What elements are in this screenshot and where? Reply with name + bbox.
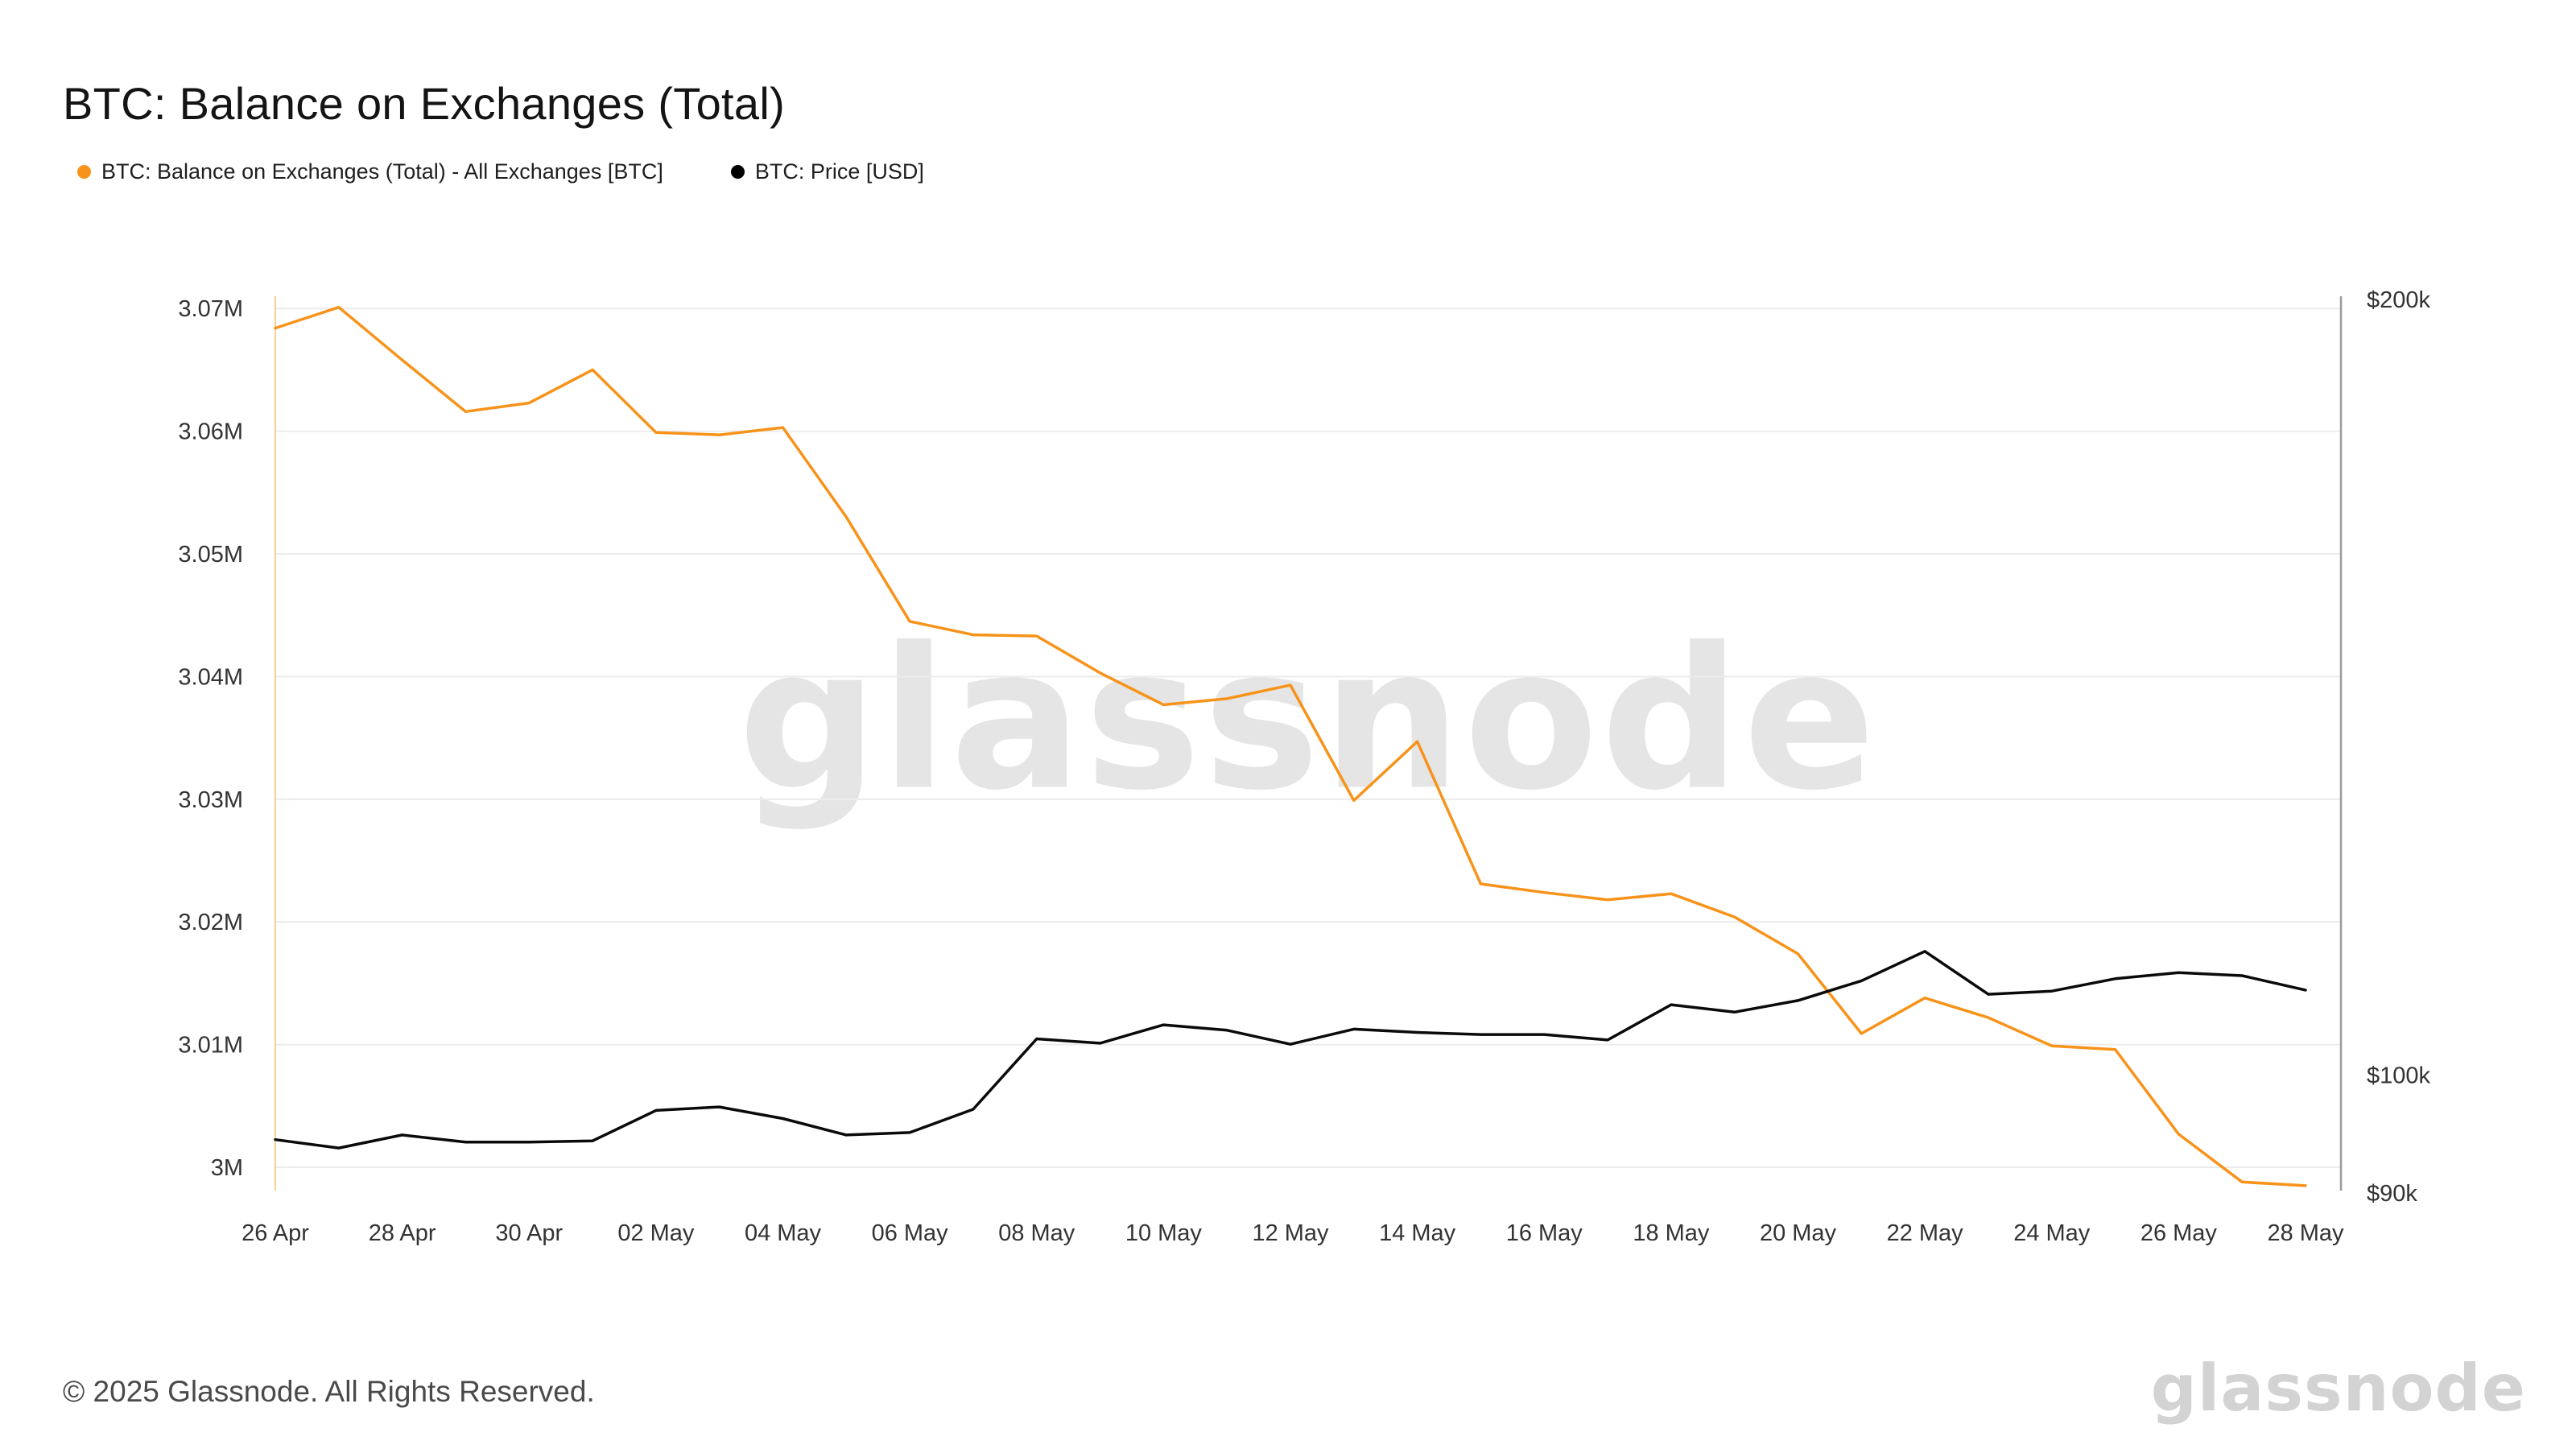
x-axis-tick-label: 14 May [1379,1220,1456,1246]
copyright-text: © 2025 Glassnode. All Rights Reserved. [63,1375,595,1408]
x-axis-tick-label: 26 Apr [242,1220,309,1246]
x-axis-tick-label: 08 May [998,1220,1075,1246]
legend: BTC: Balance on Exchanges (Total) - All … [77,159,924,184]
left-axis-tick-label: 3.02M [178,910,243,935]
x-axis-tick-label: 24 May [2013,1220,2091,1246]
x-axis-tick-label: 28 Apr [369,1220,436,1246]
x-axis-tick-label: 28 May [2267,1220,2344,1246]
left-axis-tick-label: 3M [211,1155,243,1181]
left-axis-tick-label: 3.01M [178,1033,243,1059]
balance-series-swatch [77,165,91,179]
right-axis-tick-label: $90k [2367,1181,2417,1207]
glassnode-logo: glassnode [2150,1351,2526,1426]
balance-series-line [274,305,2307,1187]
x-axis-tick-label: 02 May [617,1220,695,1246]
chart-title: BTC: Balance on Exchanges (Total) [63,77,786,129]
x-axis-tick-label: 26 May [2140,1220,2218,1246]
x-axis-tick-label: 04 May [745,1220,822,1246]
right-axis-tick-label: $100k [2367,1063,2431,1089]
left-axis-tick-label: 3.06M [178,419,243,445]
legend-item-price[interactable]: BTC: Price [USD] [730,159,924,184]
x-axis-tick-label: 30 Apr [495,1220,563,1246]
legend-label-balance: BTC: Balance on Exchanges (Total) - All … [101,159,663,184]
x-axis-tick-label: 22 May [1887,1220,1964,1246]
legend-item-balance[interactable]: BTC: Balance on Exchanges (Total) - All … [77,159,663,184]
x-axis-tick-label: 10 May [1125,1220,1203,1246]
left-axis-tick-label: 3.04M [178,664,243,690]
x-axis-tick-label: 16 May [1506,1220,1583,1246]
x-axis-tick-label: 20 May [1760,1220,1837,1246]
right-axis-tick-label: $200k [2367,287,2431,313]
left-axis-tick-label: 3.07M [178,296,243,322]
left-axis-tick-label: 3.03M [178,787,243,813]
glassnode-watermark: glassnode [737,605,1879,834]
price-series-line [274,950,2307,1150]
x-axis-tick-label: 06 May [872,1220,949,1246]
x-axis-tick-label: 18 May [1633,1220,1710,1246]
left-axis-tick-label: 3.05M [178,542,243,568]
price-series-swatch [730,165,745,179]
legend-label-price: BTC: Price [USD] [754,159,924,184]
x-axis-tick-label: 12 May [1252,1220,1329,1246]
